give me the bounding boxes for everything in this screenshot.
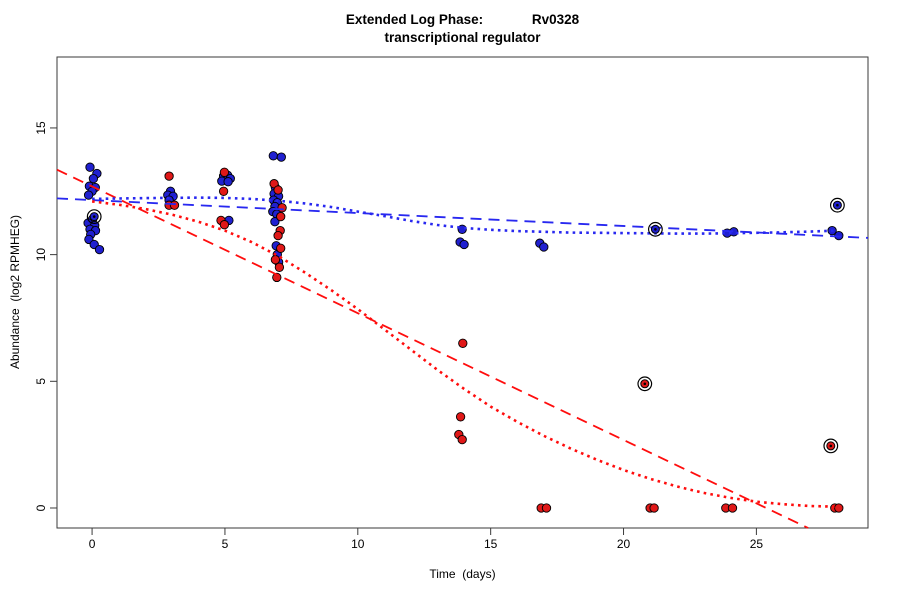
blue-linear-fit-line (56, 197, 869, 239)
blue-samples-point (459, 239, 469, 250)
blue-flagged-samples-center (836, 203, 839, 207)
red-linear-fit-line (56, 168, 809, 529)
red-samples-point (727, 503, 738, 513)
red-samples-point (219, 220, 230, 230)
x-tick-label: 0 (89, 537, 96, 551)
red-samples-point (649, 503, 659, 513)
red-samples-point (455, 412, 466, 422)
blue-samples-point (83, 190, 94, 200)
x-tick-label: 10 (351, 537, 365, 551)
blue-samples-point (539, 242, 549, 252)
red-flagged-samples-ring (823, 438, 839, 454)
red-samples-point (218, 186, 229, 196)
blue-samples-point (85, 162, 95, 172)
blue-samples-point (88, 173, 99, 184)
x-tick-label: 25 (750, 537, 764, 551)
x-tick-label: 5 (222, 537, 229, 551)
blue-flagged-samples-ring (86, 209, 102, 225)
x-tick-label: 15 (484, 537, 498, 551)
blue-samples-point (270, 217, 280, 227)
red-flagged-samples-center (643, 382, 647, 386)
red-flagged-samples-center (829, 444, 833, 448)
red-samples-point (219, 167, 230, 177)
blue-samples-point (268, 151, 278, 161)
red-samples-point (169, 200, 180, 210)
blue-flagged-samples-center (654, 228, 657, 231)
chart-subtitle: transcriptional regulator (384, 30, 541, 45)
blue-samples-point (94, 244, 105, 255)
red-samples-point (270, 255, 281, 265)
blue-smooth-fit-line (92, 196, 837, 235)
red-samples-point (276, 211, 286, 222)
red-samples-point (273, 230, 283, 241)
blue-flagged-samples-ring (648, 221, 663, 237)
red-samples-point (276, 243, 286, 253)
chart-title: Extended Log Phase: Rv0328 (345, 12, 580, 27)
red-samples-point (458, 338, 468, 348)
y-tick-label: 5 (34, 378, 48, 385)
blue-samples-point (276, 152, 286, 162)
red-smooth-fit-line (91, 200, 837, 508)
red-samples-point (272, 272, 282, 283)
y-tick-label: 0 (34, 504, 48, 511)
red-samples-point (834, 503, 844, 513)
x-tick-label: 20 (617, 537, 631, 551)
red-samples-point (541, 503, 552, 513)
red-samples-point (274, 262, 285, 272)
y-tick-label: 10 (34, 248, 48, 262)
red-samples-point (457, 434, 467, 445)
y-tick-label: 15 (34, 121, 48, 135)
blue-flagged-samples-ring (830, 197, 845, 213)
red-flagged-samples-ring (637, 376, 653, 392)
x-axis-label: Time (days) (429, 567, 496, 581)
red-samples-point (273, 185, 283, 195)
blue-samples-point (223, 177, 233, 187)
plot-box (56, 56, 869, 529)
red-samples-point (277, 203, 287, 213)
y-axis-label: Abundance (log2 RPMHEG) (8, 214, 22, 370)
blue-flagged-samples-center (92, 215, 96, 218)
red-samples-point (164, 171, 174, 181)
